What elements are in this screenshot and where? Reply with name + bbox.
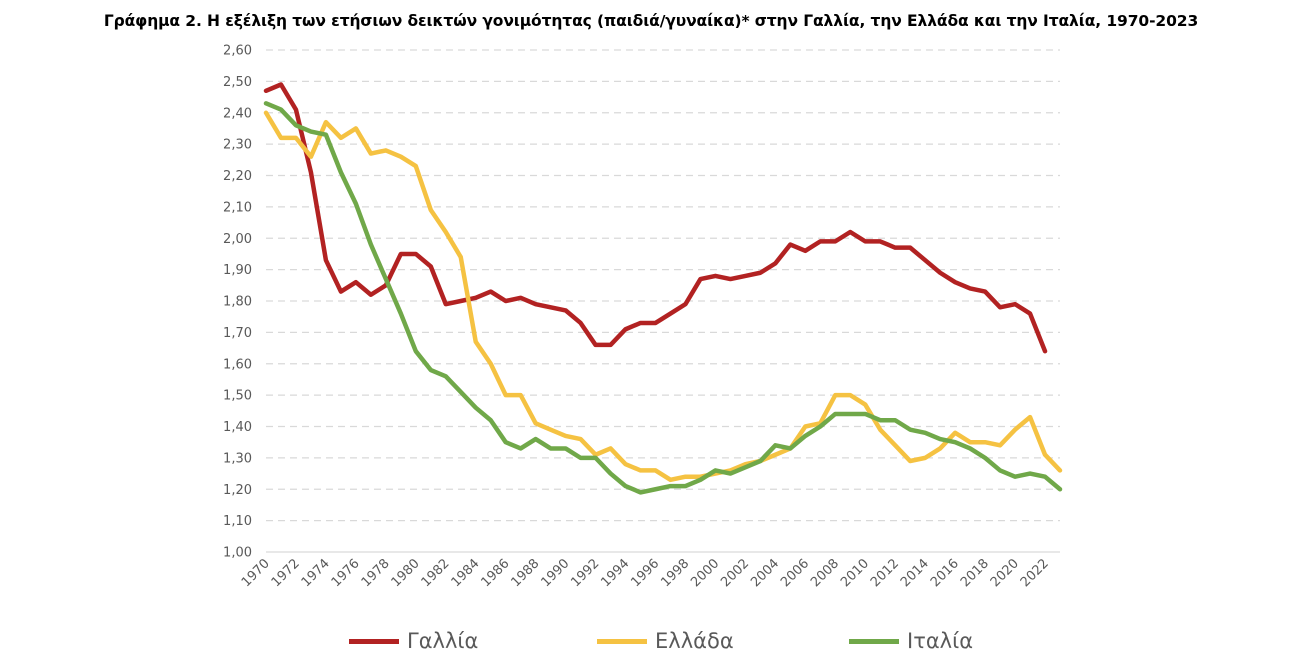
x-tick-label: 1974 (299, 556, 333, 590)
legend-label-italy: Ιταλία (907, 629, 974, 653)
y-tick-label: 2,40 (223, 106, 252, 121)
y-tick-label: 1,90 (223, 263, 252, 278)
x-tick-label: 1970 (239, 556, 273, 590)
x-tick-label: 1988 (508, 556, 542, 590)
x-tick-label: 1998 (658, 556, 692, 590)
y-tick-label: 1,80 (223, 295, 252, 310)
x-tick-label: 2022 (1018, 556, 1052, 590)
x-tick-label: 1980 (389, 556, 423, 590)
y-tick-label: 1,40 (223, 420, 252, 435)
legend-swatch-greece (597, 638, 647, 644)
x-tick-label: 2012 (868, 556, 902, 590)
x-tick-label: 2008 (808, 556, 842, 590)
x-tick-label: 2014 (898, 556, 932, 590)
x-tick-label: 1984 (449, 556, 483, 590)
chart-title: Γράφημα 2. Η εξέλιξη των ετήσιων δεικτών… (103, 12, 1199, 30)
x-tick-label: 1982 (419, 556, 453, 590)
y-tick-label: 1,20 (223, 483, 252, 498)
series-lines (263, 82, 1063, 495)
x-tick-label: 2000 (688, 556, 722, 590)
y-tick-label: 1,30 (223, 451, 252, 466)
x-tick-label: 1994 (598, 556, 632, 590)
legend-item-italy: Ιταλία (849, 624, 973, 658)
legend-swatch-italy (849, 638, 899, 644)
gridlines (266, 49, 1060, 553)
y-tick-label: 1,70 (223, 326, 252, 341)
x-tick-label: 2010 (838, 556, 872, 590)
x-tick-label: 2002 (718, 556, 752, 590)
y-tick-label: 1,10 (223, 514, 252, 529)
y-tick-label: 1,50 (223, 389, 252, 404)
x-tick-label: 1992 (568, 556, 602, 590)
x-tick-label: 1972 (269, 556, 303, 590)
series-line-greece (263, 110, 1063, 483)
x-tick-label: 2004 (748, 556, 782, 590)
x-tick-label: 2020 (988, 556, 1022, 590)
legend-swatch-france (349, 638, 399, 644)
y-tick-label: 2,10 (223, 200, 252, 215)
legend-item-france: Γαλλία (349, 624, 478, 658)
y-tick-label: 2,50 (223, 75, 252, 90)
y-tick-label: 2,00 (223, 232, 252, 247)
x-tick-label: 2006 (778, 556, 812, 590)
x-tick-label: 1996 (628, 556, 662, 590)
x-tick-label: 1978 (359, 556, 393, 590)
x-tick-label: 1986 (479, 556, 513, 590)
y-tick-label: 2,30 (223, 138, 252, 153)
series-line-italy (263, 101, 1063, 495)
y-tick-label: 1,60 (223, 357, 252, 372)
legend-item-greece: Ελλάδα (597, 624, 734, 658)
y-tick-label: 2,60 (223, 44, 252, 59)
y-axis: 1,00 1,10 1,20 1,30 1,40 1,50 1,60 1,70 1,80 1,90… (223, 44, 252, 561)
y-tick-label: 1,00 (223, 546, 252, 561)
legend: Γαλλία Ελλάδα Ιταλία (0, 624, 1302, 658)
x-axis: 1970197219741976197819801982198419861988… (239, 556, 1052, 590)
x-tick-label: 2016 (928, 556, 962, 590)
legend-label-france: Γαλλία (407, 629, 479, 653)
x-tick-label: 1990 (538, 556, 572, 590)
series-line-france (263, 82, 1048, 354)
x-tick-label: 1976 (329, 556, 363, 590)
x-tick-label: 2018 (958, 556, 992, 590)
legend-label-greece: Ελλάδα (655, 629, 734, 653)
y-tick-label: 2,20 (223, 169, 252, 184)
